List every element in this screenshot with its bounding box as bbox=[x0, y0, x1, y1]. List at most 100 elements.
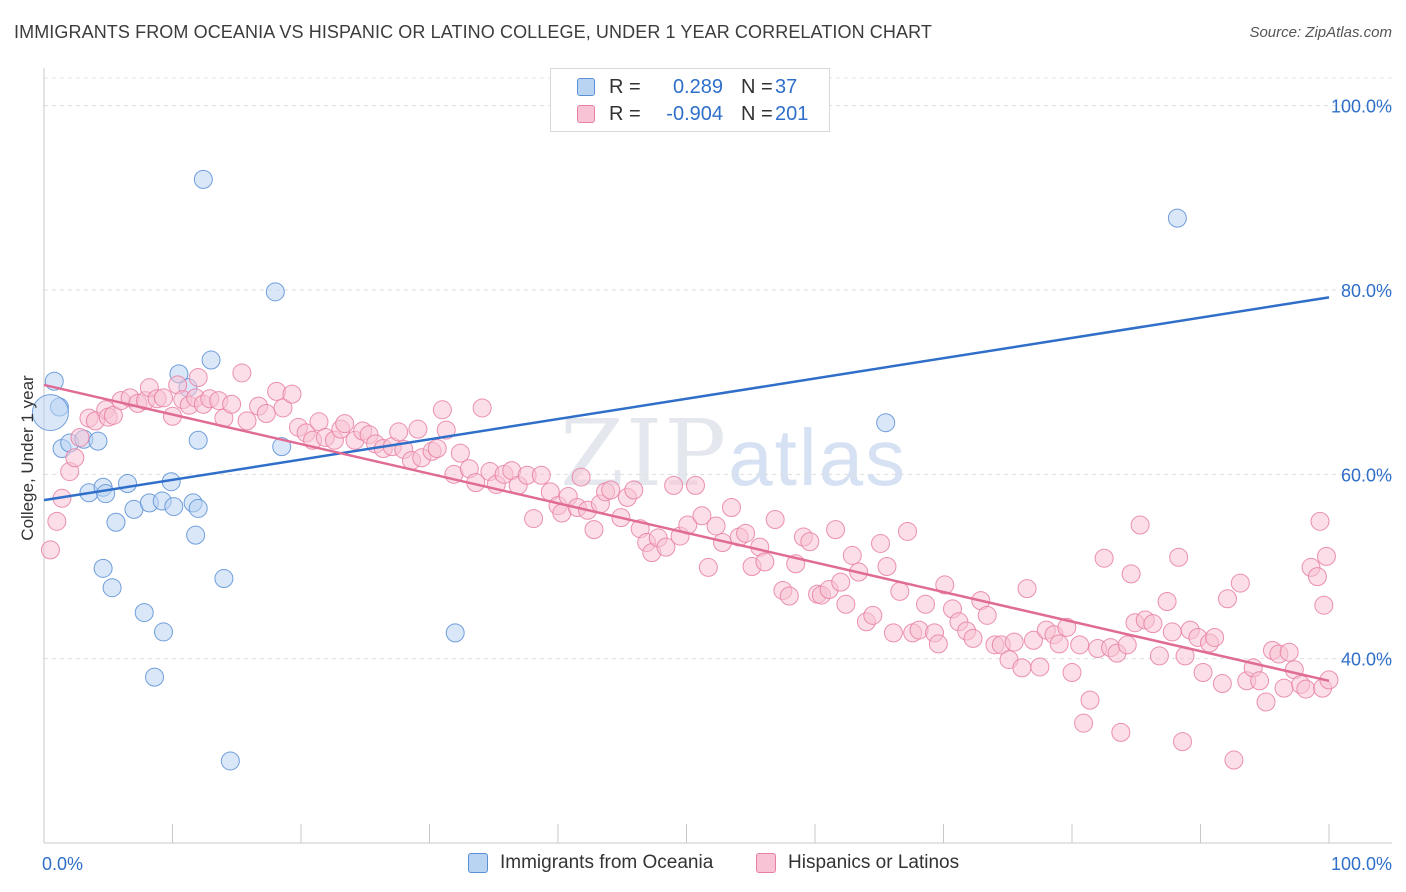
series-legend-label-hispanic: Hispanics or Latinos bbox=[788, 852, 960, 873]
stats-legend: R = 0.289 N = 37 R = -0.904 N = 201 bbox=[550, 68, 830, 132]
data-point-hispanic-17 bbox=[154, 388, 174, 408]
data-point-hispanic-43 bbox=[335, 414, 355, 434]
legend-n-value-hispanic: 201 bbox=[775, 102, 809, 125]
data-point-hispanic-131 bbox=[935, 575, 955, 595]
chart-title: IMMIGRANTS FROM OCEANIA VS HISPANIC OR L… bbox=[14, 22, 932, 42]
data-point-hispanic-107 bbox=[779, 586, 799, 606]
data-point-hispanic-33 bbox=[267, 381, 287, 401]
series-legend-hispanic[interactable]: Hispanics or Latinos bbox=[756, 852, 959, 874]
data-point-hispanic-196 bbox=[1173, 732, 1193, 752]
data-point-hispanic-143 bbox=[1017, 579, 1037, 599]
data-point-hispanic-123 bbox=[883, 623, 903, 643]
data-point-hispanic-57 bbox=[432, 400, 452, 420]
data-point-oceania-33 bbox=[445, 623, 465, 643]
legend-n-label: N = bbox=[741, 102, 773, 125]
series-oceania-points bbox=[31, 169, 1187, 771]
data-point-hispanic-148 bbox=[1049, 634, 1069, 654]
data-point-hispanic-94 bbox=[685, 475, 705, 495]
data-point-hispanic-171 bbox=[1193, 662, 1213, 682]
data-point-hispanic-56 bbox=[427, 439, 447, 459]
data-point-hispanic-142 bbox=[1012, 658, 1032, 678]
data-point-hispanic-173 bbox=[1205, 627, 1225, 647]
legend-r-label: R = bbox=[609, 75, 641, 98]
data-point-hispanic-152 bbox=[1074, 713, 1094, 733]
data-point-hispanic-164 bbox=[1149, 646, 1169, 666]
data-point-hispanic-177 bbox=[1230, 573, 1250, 593]
data-point-oceania-27 bbox=[193, 169, 213, 189]
data-point-hispanic-34 bbox=[273, 398, 293, 418]
data-point-oceania-5 bbox=[88, 431, 108, 451]
data-point-hispanic-180 bbox=[1250, 671, 1270, 691]
data-point-oceania-16 bbox=[188, 498, 208, 518]
chart-source: Source: ZipAtlas.com bbox=[1249, 24, 1392, 41]
data-point-hispanic-53 bbox=[408, 419, 428, 439]
data-point-hispanic-161 bbox=[1130, 515, 1150, 535]
data-point-hispanic-149 bbox=[1057, 617, 1077, 637]
data-point-oceania-20 bbox=[102, 578, 122, 598]
data-point-hispanic-159 bbox=[1117, 635, 1137, 655]
data-point-hispanic-71 bbox=[531, 465, 551, 485]
x-tick-label-0: 0.0% bbox=[42, 854, 83, 874]
data-point-oceania-35 bbox=[1167, 208, 1187, 228]
data-point-hispanic-130 bbox=[928, 634, 948, 654]
data-point-hispanic-167 bbox=[1169, 547, 1189, 567]
data-point-hispanic-50 bbox=[389, 422, 409, 442]
data-point-hispanic-122 bbox=[877, 556, 897, 576]
data-point-hispanic-30 bbox=[237, 411, 257, 431]
data-point-hispanic-105 bbox=[765, 509, 785, 529]
data-point-hispanic-128 bbox=[916, 594, 936, 614]
data-point-hispanic-91 bbox=[664, 475, 684, 495]
data-point-oceania-8 bbox=[96, 484, 116, 504]
data-point-hispanic-116 bbox=[836, 594, 856, 614]
data-point-hispanic-150 bbox=[1062, 662, 1082, 682]
data-point-hispanic-63 bbox=[472, 398, 492, 418]
series-legend-swatch-hispanic bbox=[756, 853, 776, 873]
legend-n-value-oceania: 37 bbox=[775, 75, 798, 98]
data-point-oceania-24 bbox=[188, 430, 208, 450]
data-point-hispanic-176 bbox=[1224, 750, 1244, 770]
axes bbox=[43, 68, 1392, 844]
trend-line-hispanic bbox=[43, 383, 1330, 683]
data-point-hispanic-181 bbox=[1256, 692, 1276, 712]
data-point-hispanic-29 bbox=[232, 363, 252, 383]
data-point-hispanic-135 bbox=[963, 628, 983, 648]
data-point-hispanic-32 bbox=[256, 403, 276, 423]
trend-line-oceania bbox=[43, 296, 1330, 502]
data-point-hispanic-175 bbox=[1217, 589, 1237, 609]
y-tick-label-40: 40.0% bbox=[1341, 650, 1392, 670]
data-point-hispanic-127 bbox=[909, 620, 929, 640]
data-point-hispanic-114 bbox=[826, 520, 846, 540]
data-point-hispanic-166 bbox=[1162, 622, 1182, 642]
data-point-hispanic-151 bbox=[1070, 635, 1090, 655]
data-point-hispanic-85 bbox=[624, 480, 644, 500]
data-point-hispanic-117 bbox=[842, 545, 862, 565]
legend-r-label: R = bbox=[609, 102, 641, 125]
data-point-oceania-22 bbox=[154, 622, 174, 642]
data-point-hispanic-35 bbox=[282, 384, 302, 404]
data-point-oceania-32 bbox=[272, 437, 292, 457]
y-axis-label: College, Under 1 year bbox=[18, 375, 37, 541]
data-point-hispanic-5 bbox=[70, 427, 90, 447]
data-point-hispanic-185 bbox=[1279, 642, 1299, 662]
series-legend: Immigrants from Oceania Hispanics or Lat… bbox=[0, 852, 1406, 878]
data-point-hispanic-115 bbox=[831, 572, 851, 592]
data-point-hispanic-165 bbox=[1157, 592, 1177, 612]
data-point-hispanic-82 bbox=[601, 480, 621, 500]
data-point-hispanic-124 bbox=[890, 581, 910, 601]
y-tick-label-100: 100.0% bbox=[1331, 97, 1392, 117]
data-point-hispanic-77 bbox=[571, 467, 591, 487]
data-point-hispanic-1 bbox=[47, 511, 67, 531]
data-point-oceania-30 bbox=[220, 751, 240, 771]
series-legend-oceania[interactable]: Immigrants from Oceania bbox=[468, 852, 713, 874]
data-point-hispanic-10 bbox=[103, 405, 123, 425]
data-point-oceania-19 bbox=[93, 558, 113, 578]
series-legend-label-oceania: Immigrants from Oceania bbox=[500, 852, 714, 873]
data-point-oceania-34 bbox=[876, 413, 896, 433]
data-point-oceania-21 bbox=[134, 603, 154, 623]
data-point-hispanic-144 bbox=[1023, 630, 1043, 650]
legend-swatch-hispanic bbox=[577, 105, 595, 123]
data-point-hispanic-97 bbox=[706, 516, 726, 536]
data-point-hispanic-190 bbox=[1307, 567, 1327, 587]
data-point-hispanic-141 bbox=[1004, 632, 1024, 652]
